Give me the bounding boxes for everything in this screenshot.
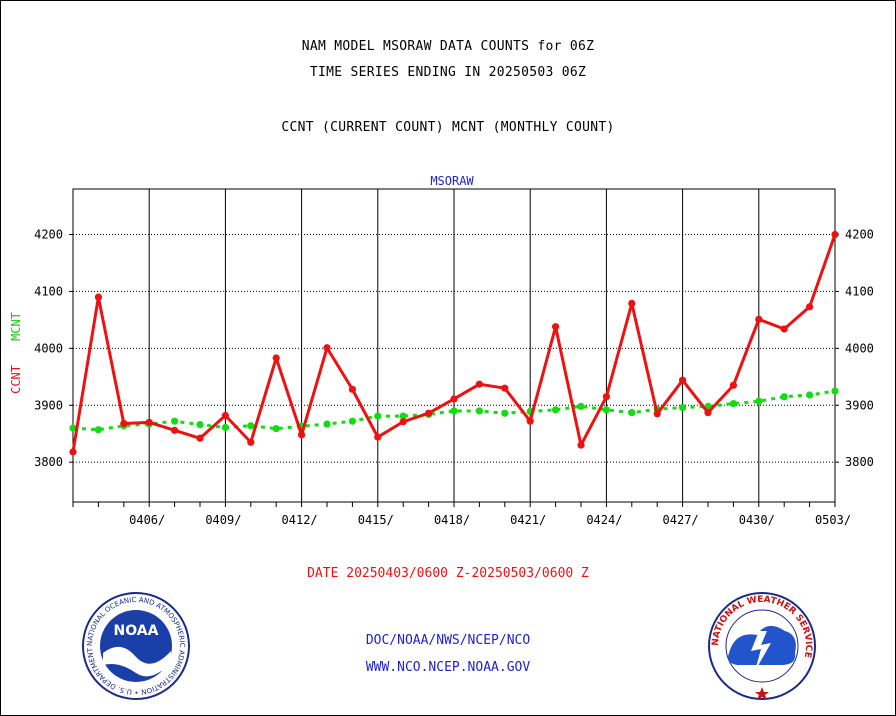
x-tick-label: 0415/ <box>358 513 394 527</box>
grid <box>69 189 839 507</box>
data-point-ccnt <box>323 344 331 352</box>
data-point-ccnt <box>221 411 229 420</box>
y-tick-label-right: 4100 <box>845 284 874 298</box>
y-axis-label-ccnt: CCNT <box>9 365 23 394</box>
x-tick-label: 0409/ <box>205 513 241 527</box>
data-point-ccnt <box>806 303 814 311</box>
data-point-mcnt <box>577 402 585 410</box>
data-point-mcnt <box>755 397 763 405</box>
data-point-mcnt <box>679 403 687 412</box>
data-point-ccnt <box>348 385 356 393</box>
y-tick-label-right: 4200 <box>845 228 874 242</box>
data-point-mcnt <box>323 420 331 428</box>
chart: MSORAW 3800 3800 3900 3900 4000 4000 4100 4100 4… <box>9 174 874 527</box>
data-point-ccnt <box>755 315 763 323</box>
y-axis-label-group: CCNT MCNT <box>9 312 23 394</box>
data-point-ccnt <box>120 419 128 428</box>
noaa-logo-text: NOAA <box>114 623 159 639</box>
data-point-ccnt <box>526 417 534 425</box>
y-tick-label-left: 4000 <box>34 341 63 355</box>
data-point-ccnt <box>298 431 306 439</box>
data-point-mcnt <box>450 407 458 415</box>
data-point-ccnt <box>450 395 458 403</box>
data-point-mcnt <box>247 422 255 430</box>
x-tick-labels: 0406/0409/0412/0415/0418/0421/0424/0427/… <box>129 513 851 527</box>
data-point-mcnt <box>831 387 839 395</box>
chart-title-line-1: NAM MODEL MSORAW DATA COUNTS for 06Z <box>301 39 595 54</box>
data-point-mcnt <box>475 407 483 415</box>
data-point-mcnt <box>374 412 382 420</box>
chart-legend-caption: CCNT (CURRENT COUNT) MCNT (MONTHLY COUNT… <box>281 120 615 135</box>
y-tick-label-right: 3800 <box>845 455 874 469</box>
y-axis-label-mcnt: MCNT <box>9 312 23 341</box>
data-point-ccnt <box>69 448 77 456</box>
y-tick-label-left: 4200 <box>34 228 63 242</box>
data-point-ccnt <box>399 418 407 426</box>
data-point-ccnt <box>653 410 661 418</box>
data-point-mcnt <box>780 393 788 401</box>
x-tick-label: 0406/ <box>129 513 165 527</box>
data-point-ccnt <box>196 434 204 442</box>
data-point-ccnt <box>272 354 280 362</box>
data-point-mcnt <box>69 424 77 432</box>
x-tick-label: 0427/ <box>663 513 699 527</box>
y-tick-label-left: 3800 <box>34 455 63 469</box>
nws-logo: NATIONAL WEATHER SERVICE <box>708 592 816 700</box>
data-point-mcnt <box>806 391 814 399</box>
y-tick-label-right: 3900 <box>845 398 874 412</box>
x-tick-label: 0418/ <box>434 513 470 527</box>
series-layer <box>69 230 839 456</box>
plot-frame <box>72 188 836 503</box>
y-tick-label-left: 4100 <box>34 284 63 298</box>
data-point-ccnt <box>831 230 839 239</box>
y-tick-labels: 3800 3800 3900 3900 4000 4000 4100 4100 4200 4200 <box>34 228 874 470</box>
data-point-ccnt <box>577 441 585 449</box>
data-point-ccnt <box>94 293 102 301</box>
website-label: WWW.NCO.NCEP.NOAA.GOV <box>365 660 531 675</box>
data-point-mcnt <box>501 409 509 417</box>
data-point-ccnt <box>704 409 712 417</box>
data-point-mcnt <box>399 412 407 420</box>
data-point-ccnt <box>171 426 179 434</box>
chart-title-line-2: TIME SERIES ENDING IN 20250503 06Z <box>309 65 587 80</box>
x-tick-label: 0421/ <box>510 513 546 527</box>
data-point-ccnt <box>552 323 560 331</box>
data-point-ccnt <box>374 433 382 441</box>
plot-title: MSORAW <box>430 174 474 188</box>
x-tick-label: 0430/ <box>739 513 775 527</box>
data-point-mcnt <box>729 399 738 408</box>
data-point-mcnt <box>628 409 636 417</box>
data-point-mcnt <box>552 406 560 414</box>
data-point-ccnt <box>425 409 433 417</box>
data-point-ccnt <box>602 393 611 401</box>
y-tick-label-right: 4000 <box>845 341 874 355</box>
data-point-mcnt <box>602 406 611 414</box>
x-tick-label: 0503/ <box>815 513 851 527</box>
data-point-mcnt <box>171 417 179 425</box>
data-point-ccnt <box>247 438 255 446</box>
data-point-mcnt <box>348 417 356 425</box>
noaa-logo: NATIONAL OCEANIC AND ATMOSPHERIC ADMINIS… <box>81 591 190 700</box>
data-point-ccnt <box>145 418 153 426</box>
data-point-ccnt <box>501 384 509 392</box>
data-point-ccnt <box>679 376 687 384</box>
data-point-mcnt <box>196 421 204 429</box>
data-point-ccnt <box>729 381 738 389</box>
data-point-mcnt <box>272 424 280 433</box>
date-range-label: DATE 20250403/0600 Z-20250503/0600 Z <box>307 566 589 581</box>
org-path-label: DOC/NOAA/NWS/NCEP/NCO <box>365 633 531 648</box>
data-point-ccnt <box>780 325 788 333</box>
data-point-ccnt <box>475 380 483 388</box>
x-tick-label: 0412/ <box>282 513 318 527</box>
data-point-ccnt <box>628 299 636 307</box>
data-point-mcnt <box>94 426 102 434</box>
y-tick-label-left: 3900 <box>34 398 63 412</box>
x-tick-label: 0424/ <box>586 513 622 527</box>
data-point-mcnt <box>221 423 229 432</box>
